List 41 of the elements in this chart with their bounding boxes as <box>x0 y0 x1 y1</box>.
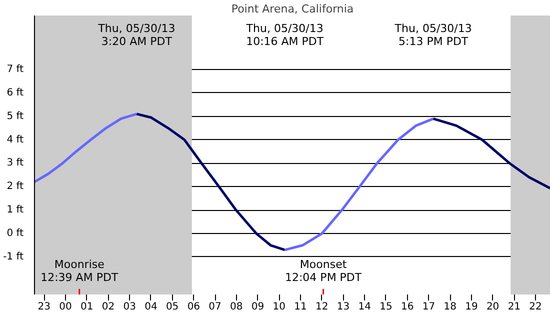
y-tick-label: 2 ft <box>6 181 24 192</box>
x-tick-label: 15 <box>380 302 392 312</box>
x-tick-label: 05 <box>166 302 179 312</box>
ref-line-label: Moonset 12:04 PM PDT <box>284 258 362 284</box>
x-tick-label: 14 <box>358 302 371 312</box>
x-tick-label: 09 <box>251 302 264 312</box>
x-tick-label: 18 <box>444 302 456 312</box>
x-tick-label: 03 <box>123 302 136 312</box>
y-tick-label: 7 ft <box>6 64 24 75</box>
x-tick-label: 01 <box>80 302 94 312</box>
ref-line-label: Moonrise 12:39 AM PDT <box>40 258 118 284</box>
x-tick-label: 08 <box>230 302 243 312</box>
x-tick-label: 17 <box>422 302 436 312</box>
x-tick-label: 22 <box>529 302 542 312</box>
annotation: Thu, 05/30/13 10:16 AM PDT <box>245 22 324 48</box>
annotation: Thu, 05/30/13 5:13 PM PDT <box>394 22 472 48</box>
x-tick-label: 20 <box>486 302 500 312</box>
y-tick-label: 0 ft <box>6 228 24 240</box>
x-tick-label: 21 <box>508 302 521 312</box>
x-tick-label: 07 <box>208 302 222 312</box>
x-tick-label: 02 <box>102 302 115 312</box>
x-tick-label: 23 <box>38 302 50 312</box>
chart-title: Point Arena, California <box>231 2 354 16</box>
x-tick-label: 12 <box>316 302 328 312</box>
annotation: Thu, 05/30/13 3:20 AM PDT <box>97 22 176 48</box>
line-series <box>284 117 435 252</box>
x-tick-label: 04 <box>144 302 158 312</box>
y-tick-label: 5 ft <box>6 110 24 122</box>
x-tick-label: 10 <box>272 302 286 312</box>
y-tick-label: 6 ft <box>6 87 24 98</box>
x-tick-label: 00 <box>59 302 72 312</box>
x-tick-label: 06 <box>187 302 200 312</box>
y-tick-label: 3 ft <box>6 158 24 169</box>
line-series <box>34 112 138 184</box>
x-tick-label: 16 <box>400 302 414 312</box>
x-tick-label: 11 <box>294 302 307 312</box>
y-tick-label: -1 ft <box>3 251 24 262</box>
y-tick-label: 1 ft <box>6 204 24 216</box>
y-tick-label: 4 ft <box>6 134 24 146</box>
x-tick-label: 19 <box>465 302 478 312</box>
x-tick-label: 13 <box>336 302 350 312</box>
